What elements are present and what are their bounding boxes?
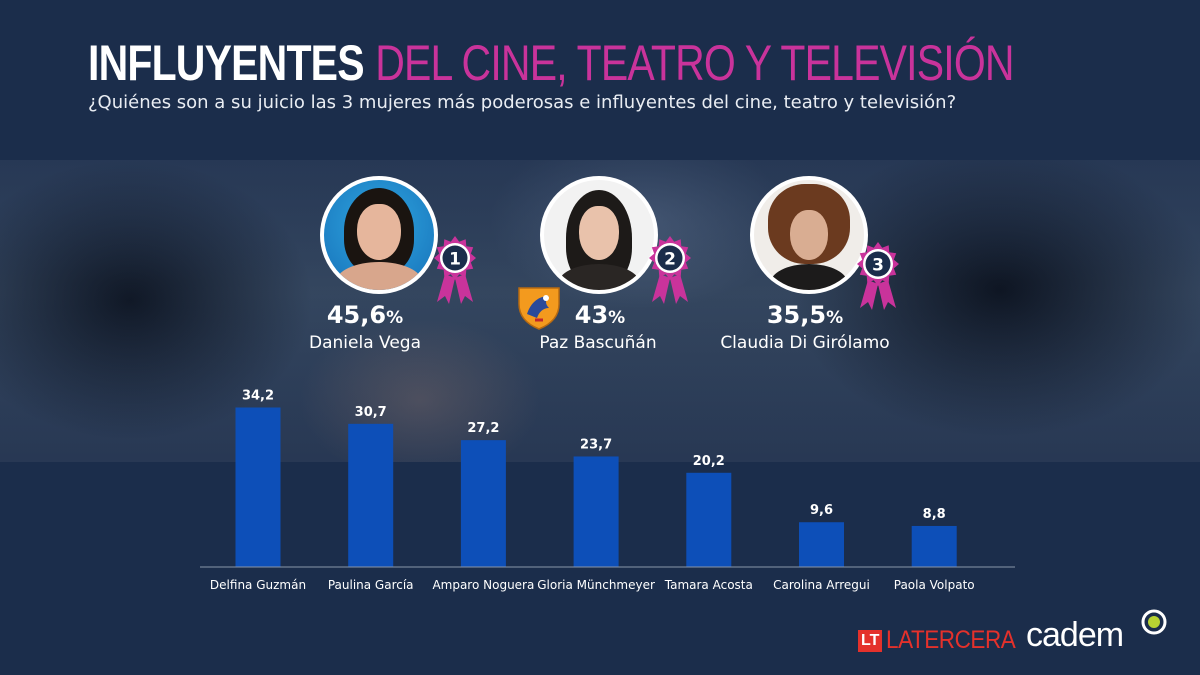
bar-value-label: 34,2 <box>242 388 274 403</box>
winner-percent-unit: % <box>826 308 844 328</box>
portrait-photo <box>544 180 654 290</box>
latercera-logo: LT LATERCERA <box>858 626 1030 655</box>
winner-card-1: 1 45,6% Daniela Vega <box>250 176 510 366</box>
winner-percent: 45,6% <box>235 301 495 329</box>
lt-wordmark: LATERCERA <box>886 626 1016 654</box>
winner-name: Paz Bascuñán <box>539 333 657 353</box>
page-subtitle: ¿Quiénes son a su juicio las 3 mujeres m… <box>88 92 957 113</box>
bar-4 <box>573 456 619 567</box>
category-label: Tamara Acosta <box>664 578 753 592</box>
winner-percent: 43% <box>470 301 730 329</box>
cadem-dot-icon <box>1141 609 1167 635</box>
winner-card-3: 3 35,5% Claudia Di Girólamo <box>680 176 940 366</box>
bar-1 <box>235 407 281 567</box>
winner-portrait <box>320 176 438 294</box>
portrait-photo <box>324 180 434 290</box>
rosette-ribbon-icon: 1 <box>434 236 476 304</box>
winner-percent-value: 43 <box>574 301 609 329</box>
winner-portrait <box>540 176 658 294</box>
category-label: Paola Volpato <box>894 578 975 592</box>
rosette-ribbon-icon: 2 <box>649 236 691 304</box>
bar-value-label: 9,6 <box>810 503 833 518</box>
bar-value-label: 27,2 <box>467 421 499 436</box>
page-title: INFLUYENTES DEL CINE, TEATRO Y TELEVISIÓN <box>88 34 1015 92</box>
rosette-rank: 3 <box>872 256 884 276</box>
category-label: Delfina Guzmán <box>210 578 306 592</box>
winner-percent-unit: % <box>386 308 404 328</box>
title-strong: INFLUYENTES <box>88 35 365 91</box>
winner-name: Daniela Vega <box>309 333 421 353</box>
bar-value-label: 20,2 <box>693 454 725 469</box>
bar-7 <box>911 525 957 567</box>
winner-percent-value: 35,5 <box>766 301 827 329</box>
winner-card-2: 2 43% Paz Bascuñán <box>470 176 730 366</box>
winner-name: Claudia Di Girólamo <box>720 333 890 353</box>
portrait-photo <box>754 180 864 290</box>
bar-value-label: 30,7 <box>355 405 387 420</box>
bar-6 <box>799 522 844 567</box>
category-label: Gloria Münchmeyer <box>537 578 655 592</box>
bar-chart: 34,2 Delfina Guzmán 30,7 Paulina García 27,2… <box>200 388 1015 592</box>
bar-5 <box>686 472 732 567</box>
category-label: Paulina García <box>328 578 414 592</box>
winner-percent-value: 45,6 <box>326 301 387 329</box>
cadem-logo: cadem <box>1026 616 1124 654</box>
title-accent: DEL CINE, TEATRO Y TELEVISIÓN <box>375 35 1014 91</box>
winner-portrait <box>750 176 868 294</box>
lt-mark: LT <box>858 629 883 652</box>
shield-badge-icon <box>518 287 560 330</box>
bar-value-label: 8,8 <box>923 507 946 522</box>
rosette-rank: 2 <box>664 250 676 270</box>
category-label: Amparo Noguera <box>432 578 534 592</box>
category-label: Carolina Arregui <box>773 578 870 592</box>
bar-value-label: 23,7 <box>580 437 612 452</box>
winner-percent-unit: % <box>608 308 626 328</box>
bar-3 <box>460 440 506 567</box>
bar-2 <box>348 423 394 567</box>
rosette-rank: 1 <box>449 250 461 270</box>
rosette-ribbon-icon: 3 <box>857 242 899 310</box>
winner-percent: 35,5% <box>675 301 935 329</box>
